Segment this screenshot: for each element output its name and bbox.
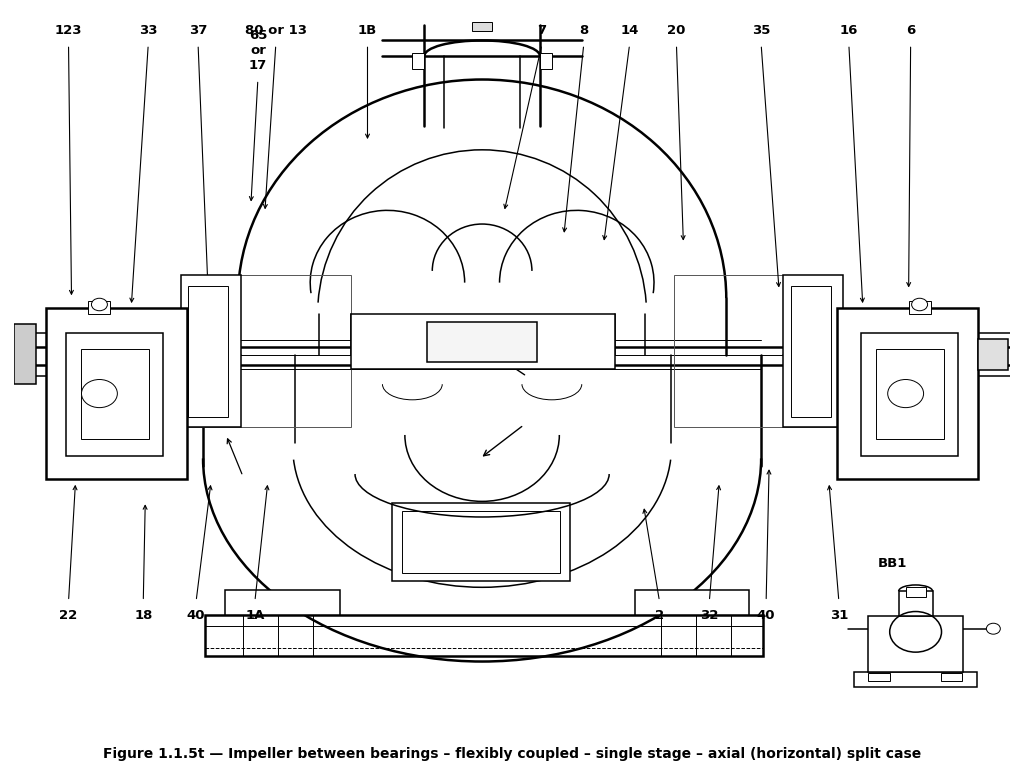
Text: 22: 22 bbox=[59, 609, 78, 622]
Text: 1B: 1B bbox=[357, 24, 377, 37]
Bar bbox=[13, 324, 36, 384]
Bar bbox=[413, 53, 424, 68]
Bar bbox=[837, 307, 978, 480]
Bar bbox=[188, 275, 350, 427]
Bar bbox=[46, 307, 187, 480]
Text: 20: 20 bbox=[668, 24, 686, 37]
Bar bbox=[472, 22, 493, 31]
Circle shape bbox=[888, 379, 924, 408]
Bar bbox=[837, 307, 978, 480]
Text: Figure 1.1.5t — Impeller between bearings – flexibly coupled – single stage – ax: Figure 1.1.5t — Impeller between bearing… bbox=[102, 746, 922, 760]
Text: 31: 31 bbox=[829, 609, 848, 622]
Bar bbox=[82, 349, 150, 439]
Text: 2: 2 bbox=[655, 609, 664, 622]
Bar bbox=[66, 332, 163, 456]
Bar bbox=[675, 275, 837, 427]
Bar bbox=[540, 53, 552, 68]
Text: 1A: 1A bbox=[245, 609, 264, 622]
Text: 123: 123 bbox=[54, 24, 82, 37]
Text: 65
or
17: 65 or 17 bbox=[249, 29, 267, 71]
Bar bbox=[978, 339, 1009, 370]
Text: 35: 35 bbox=[752, 24, 770, 37]
Text: 37: 37 bbox=[188, 24, 207, 37]
Bar bbox=[861, 332, 958, 456]
Circle shape bbox=[82, 379, 118, 408]
Bar bbox=[46, 307, 187, 480]
Text: 6: 6 bbox=[906, 24, 915, 37]
Bar bbox=[350, 314, 614, 368]
Bar bbox=[867, 616, 964, 673]
Bar bbox=[205, 615, 763, 656]
Text: 14: 14 bbox=[621, 24, 639, 37]
Bar bbox=[899, 591, 933, 616]
Bar bbox=[867, 673, 890, 681]
Bar bbox=[225, 590, 340, 615]
Bar bbox=[908, 301, 931, 314]
Bar bbox=[88, 301, 111, 314]
Bar bbox=[876, 349, 943, 439]
Bar bbox=[854, 673, 977, 687]
Bar bbox=[392, 503, 569, 581]
Bar bbox=[940, 673, 963, 681]
Circle shape bbox=[911, 298, 928, 310]
Text: 8: 8 bbox=[580, 24, 589, 37]
Bar bbox=[635, 590, 750, 615]
Text: 40: 40 bbox=[757, 609, 775, 622]
Text: 40: 40 bbox=[186, 609, 206, 622]
Text: 80 or 13: 80 or 13 bbox=[245, 24, 307, 37]
Circle shape bbox=[986, 623, 1000, 634]
Text: 7: 7 bbox=[538, 24, 547, 37]
Bar bbox=[427, 321, 537, 362]
Text: 18: 18 bbox=[134, 609, 153, 622]
Bar bbox=[188, 285, 228, 417]
Bar bbox=[905, 587, 926, 597]
Bar bbox=[792, 285, 830, 417]
Circle shape bbox=[91, 298, 108, 310]
Text: 33: 33 bbox=[139, 24, 158, 37]
Bar bbox=[783, 275, 843, 427]
Bar bbox=[402, 510, 560, 573]
Text: BB1: BB1 bbox=[878, 557, 907, 570]
Text: 16: 16 bbox=[840, 24, 858, 37]
Text: 32: 32 bbox=[700, 609, 719, 622]
Bar bbox=[181, 275, 241, 427]
